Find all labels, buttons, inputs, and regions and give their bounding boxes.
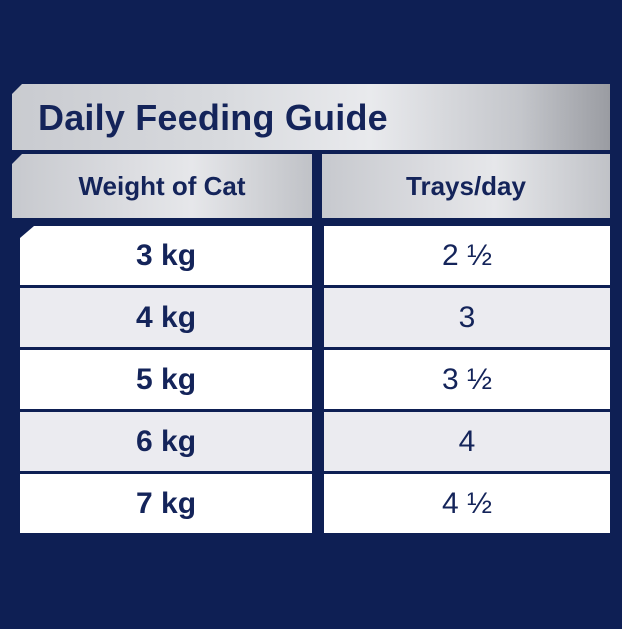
trays-cell: 4 <box>324 412 610 471</box>
table-row: 3 kg 2 ½ <box>0 226 622 285</box>
header-trays-per-day: Trays/day <box>322 154 610 218</box>
table-row: 7 kg 4 ½ <box>0 474 622 533</box>
trays-cell: 4 ½ <box>324 474 610 533</box>
weight-cell: 4 kg <box>20 288 312 347</box>
weight-cell: 7 kg <box>20 474 312 533</box>
weight-cell: 6 kg <box>20 412 312 471</box>
table-row: 6 kg 4 <box>0 412 622 471</box>
title-bar: Daily Feeding Guide <box>12 84 610 150</box>
feeding-guide-title: Daily Feeding Guide <box>38 97 388 138</box>
table-row: 5 kg 3 ½ <box>0 350 622 409</box>
trays-cell: 2 ½ <box>324 226 610 285</box>
header-weight-of-cat: Weight of Cat <box>12 154 312 218</box>
trays-cell: 3 <box>324 288 610 347</box>
weight-cell: 5 kg <box>20 350 312 409</box>
weight-cell: 3 kg <box>20 226 312 285</box>
table-row: 4 kg 3 <box>0 288 622 347</box>
trays-cell: 3 ½ <box>324 350 610 409</box>
